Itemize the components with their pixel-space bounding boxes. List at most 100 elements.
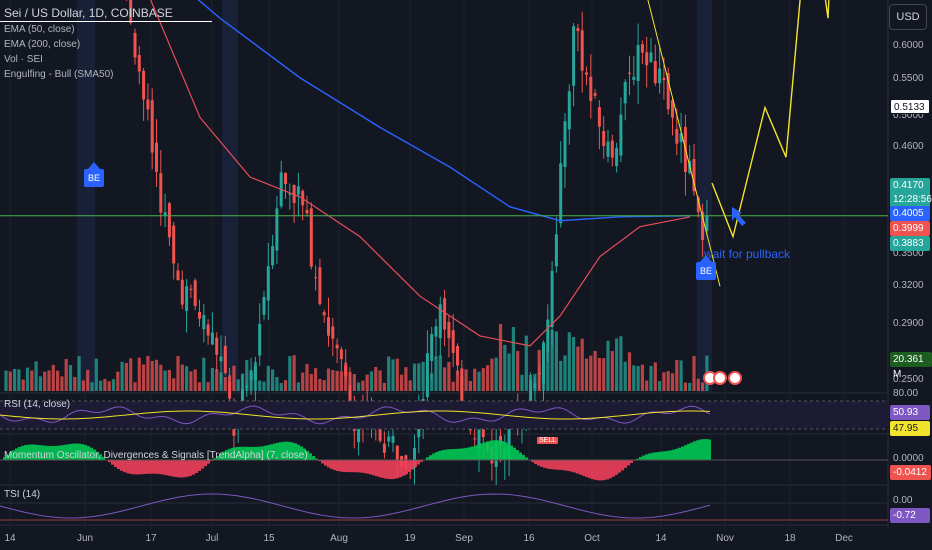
candle-body xyxy=(615,147,619,167)
pullback-note[interactable]: wait for pullback xyxy=(704,247,791,261)
volume-bar xyxy=(236,379,240,391)
volume-bar xyxy=(455,370,460,391)
candle-body xyxy=(189,288,193,290)
volume-bar xyxy=(391,359,395,391)
momentum-bar xyxy=(129,460,132,474)
momentum-bar xyxy=(363,460,366,474)
candle-body xyxy=(430,333,434,361)
volume-bar xyxy=(490,358,494,391)
volume-bar xyxy=(314,368,318,391)
candle-body xyxy=(675,129,679,144)
momentum-bar xyxy=(627,460,630,466)
candle-body xyxy=(391,435,395,443)
momentum-bar xyxy=(366,460,369,474)
momentum-bar xyxy=(708,439,711,460)
volume-bar xyxy=(627,352,632,391)
momentum-bar xyxy=(207,460,210,464)
volume-bar xyxy=(331,369,335,391)
candle-body xyxy=(507,419,511,461)
momentum-bar xyxy=(573,460,576,473)
volume-bar xyxy=(546,350,550,391)
volume-bar xyxy=(193,369,197,391)
candle-body xyxy=(434,326,438,337)
price-axis-label: 0.2900 xyxy=(893,318,924,329)
candle-body xyxy=(628,72,631,74)
candle-body xyxy=(253,365,257,381)
rsi-ma-tag: 47.95 xyxy=(890,421,930,436)
momentum-bar xyxy=(93,449,96,460)
momentum-bar xyxy=(159,460,162,475)
legend-ema50[interactable]: EMA (50, close) xyxy=(4,24,75,35)
rsi-ma-line xyxy=(0,410,711,420)
volume-bar xyxy=(516,351,520,391)
candle-body xyxy=(559,163,563,224)
volume-bar xyxy=(507,353,511,391)
momentum-bar xyxy=(219,453,222,460)
candle-body xyxy=(318,267,322,304)
momentum-pane-title[interactable]: Momentum Oscillator, Divergences & Signa… xyxy=(4,450,308,461)
volume-bar xyxy=(94,358,98,391)
tsi-zero-label: 0.00 xyxy=(893,495,913,506)
time-axis-label: 15 xyxy=(263,533,275,544)
volume-bar xyxy=(593,350,597,391)
candle-body xyxy=(314,277,318,279)
momentum-bar xyxy=(483,442,486,460)
momentum-bar xyxy=(135,460,138,475)
be-marker[interactable]: BE xyxy=(696,262,716,280)
volume-bar xyxy=(292,355,296,391)
volume-bar xyxy=(589,355,593,391)
momentum-bar xyxy=(474,445,477,460)
momentum-bar xyxy=(12,450,15,460)
tsi-pane-title[interactable]: TSI (14) xyxy=(4,489,41,500)
momentum-bar xyxy=(186,460,189,477)
rsi-pane-title[interactable]: RSI (14, close) xyxy=(4,399,71,410)
volume-bar xyxy=(167,369,171,391)
candle-body xyxy=(159,173,163,213)
volume-bar xyxy=(146,355,150,391)
volume-bar xyxy=(572,336,576,391)
momentum-bar xyxy=(411,460,414,470)
candle-body xyxy=(554,234,558,267)
legend-engulfing[interactable]: Engulfing - Bull (SMA50) xyxy=(4,69,114,80)
volume-bar xyxy=(21,379,25,391)
momentum-bar xyxy=(333,460,336,471)
volume-bar xyxy=(563,355,567,391)
momentum-bar xyxy=(456,448,459,460)
legend-volume[interactable]: Vol · SEI xyxy=(4,54,43,65)
candle-body xyxy=(460,368,464,412)
volume-bar xyxy=(210,367,214,391)
volume-bar xyxy=(374,366,378,391)
volume-bar xyxy=(275,376,279,391)
momentum-bar xyxy=(144,460,147,474)
volume-bar xyxy=(4,370,8,391)
momentum-bar xyxy=(111,460,114,465)
currency-button[interactable]: USD xyxy=(889,4,927,30)
momentum-bar xyxy=(345,460,348,473)
momentum-bar xyxy=(669,450,672,460)
momentum-bar xyxy=(249,446,252,460)
momentum-bar xyxy=(621,460,624,471)
be-marker[interactable]: BE xyxy=(84,169,104,187)
rsi-band xyxy=(0,401,888,429)
volume-bar xyxy=(111,379,116,391)
momentum-bar xyxy=(45,445,48,460)
momentum-bar xyxy=(465,447,468,460)
candle-body xyxy=(219,356,223,362)
momentum-bar xyxy=(222,451,225,460)
volume-bar xyxy=(142,364,146,391)
momentum-bar xyxy=(324,460,327,466)
candle-body xyxy=(284,172,287,184)
momentum-bar xyxy=(552,460,555,470)
legend-ema200[interactable]: EMA (200, close) xyxy=(4,39,81,50)
momentum-bar xyxy=(273,443,276,460)
volume-bar xyxy=(180,364,184,391)
price-axis-label: 0.6000 xyxy=(893,40,924,51)
volume-bar xyxy=(395,358,399,391)
momentum-bar xyxy=(72,443,75,460)
volume-bar xyxy=(567,332,571,391)
volume-bar xyxy=(13,369,17,391)
symbol-title[interactable]: Sei / US Dollar, 1D, COINBASE xyxy=(4,6,173,20)
momentum-bar xyxy=(147,460,150,474)
